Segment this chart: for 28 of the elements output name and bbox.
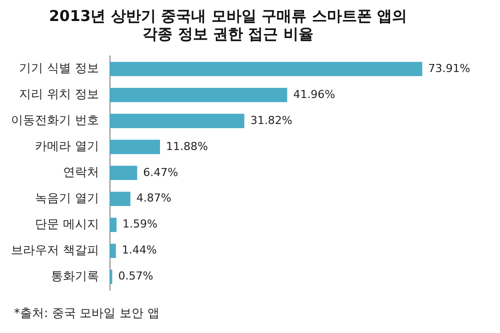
y-tick-label: 연락처 <box>62 165 99 180</box>
data-label: 1.59% <box>122 218 158 231</box>
y-tick-label: 통화기록 <box>50 268 99 283</box>
y-tick-label: 단문 메시지 <box>34 216 99 231</box>
y-tick-label: 브라우저 책갈피 <box>10 242 99 257</box>
bar <box>110 218 117 232</box>
bar <box>110 88 288 102</box>
bar <box>110 62 422 76</box>
data-label: 4.87% <box>136 192 172 205</box>
data-label: 1.44% <box>122 244 157 257</box>
data-label: 0.57% <box>118 270 154 283</box>
data-label: 41.96% <box>293 88 336 101</box>
text: *출처: 중국 모바일 보안 앱 <box>14 305 160 322</box>
bar <box>110 192 130 206</box>
data-label: 6.47% <box>143 166 178 179</box>
y-tick-label: 녹음기 열기 <box>34 191 99 206</box>
bar <box>110 166 138 180</box>
y-tick-label: 이동전화기 번호 <box>10 113 99 128</box>
data-label: 11.88% <box>166 140 208 153</box>
data-label: 73.91% <box>428 62 470 75</box>
bar <box>110 114 244 128</box>
data-label: 31.82% <box>250 114 292 127</box>
chart-title: 2013년 상반기 중국내 모바일 구매류 스마트폰 앱의 각종 정보 권한 접근 비율 <box>48 6 408 43</box>
y-tick-label: 카메라 열기 <box>34 139 99 154</box>
bar <box>110 244 116 258</box>
bar <box>110 140 160 154</box>
y-tick-label: 기기 식별 정보 <box>19 61 99 76</box>
y-tick-label: 지리 위치 정보 <box>19 87 99 102</box>
